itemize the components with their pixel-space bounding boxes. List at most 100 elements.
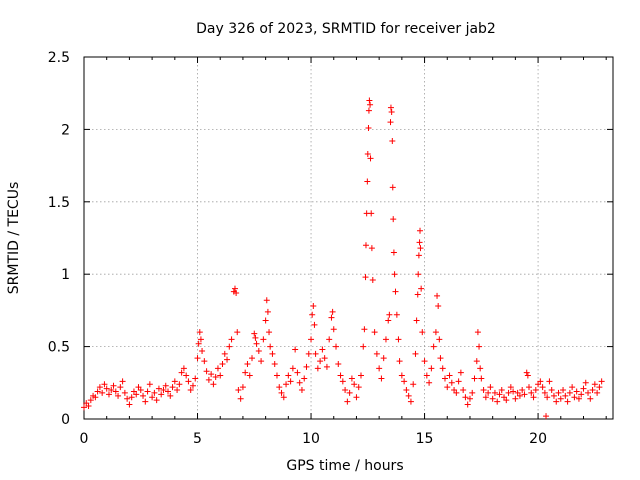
data-point	[87, 397, 94, 404]
data-point	[348, 375, 355, 382]
data-point	[507, 384, 514, 391]
data-point	[530, 394, 537, 401]
data-point	[205, 376, 212, 383]
data-point	[532, 387, 539, 394]
data-points	[81, 97, 605, 420]
data-point	[319, 346, 326, 353]
data-point	[376, 365, 383, 372]
data-point	[178, 369, 185, 376]
data-point	[491, 389, 498, 396]
data-point	[407, 398, 414, 405]
data-point	[403, 387, 410, 394]
data-point	[310, 303, 317, 310]
data-point	[435, 303, 442, 310]
data-point	[537, 378, 544, 385]
data-point	[368, 210, 375, 217]
data-point	[385, 317, 392, 324]
data-point	[289, 365, 296, 372]
data-point	[292, 346, 299, 353]
data-point	[569, 384, 576, 391]
data-point	[149, 394, 156, 401]
x-tick-label: 20	[529, 431, 547, 447]
axis-tick-labels: 0 5 10 15 20 0 0.5 1 1.5 2 2.5	[48, 50, 547, 447]
data-point	[296, 379, 303, 386]
data-point	[392, 288, 399, 295]
data-point	[357, 372, 364, 379]
data-point	[591, 381, 598, 388]
data-point	[360, 343, 367, 350]
data-point	[426, 379, 433, 386]
data-point	[344, 398, 351, 405]
data-point	[308, 336, 315, 343]
data-point	[525, 384, 532, 391]
data-point	[285, 372, 292, 379]
data-point	[169, 384, 176, 391]
data-point	[239, 384, 246, 391]
data-point	[328, 314, 335, 321]
data-point	[196, 329, 203, 336]
data-point	[273, 372, 280, 379]
data-point	[183, 372, 190, 379]
data-point	[494, 398, 501, 405]
data-point	[480, 387, 487, 394]
data-point	[208, 371, 215, 378]
data-point	[110, 382, 117, 389]
data-point	[367, 101, 374, 108]
data-point	[309, 311, 316, 318]
data-point	[436, 336, 443, 343]
data-point	[578, 391, 585, 398]
data-point	[176, 381, 183, 388]
data-point	[580, 385, 587, 392]
data-point	[587, 395, 594, 402]
data-point	[194, 355, 201, 362]
data-point	[263, 297, 270, 304]
data-point	[496, 391, 503, 398]
data-point	[242, 369, 249, 376]
data-point	[391, 271, 398, 278]
data-point	[519, 387, 526, 394]
data-point	[416, 239, 423, 246]
data-point	[335, 360, 342, 367]
data-point	[428, 365, 435, 372]
data-point	[455, 378, 462, 385]
data-point	[546, 378, 553, 385]
data-point	[294, 369, 301, 376]
data-point	[235, 387, 242, 394]
data-point	[524, 372, 531, 379]
data-point	[249, 355, 256, 362]
data-point	[96, 384, 103, 391]
data-point	[469, 389, 476, 396]
data-point	[446, 372, 453, 379]
data-point	[278, 389, 285, 396]
data-point	[430, 343, 437, 350]
data-point	[596, 384, 603, 391]
data-point	[287, 378, 294, 385]
data-point	[415, 252, 422, 259]
data-point	[244, 360, 251, 367]
data-point	[388, 109, 395, 116]
data-point	[457, 369, 464, 376]
data-point	[389, 184, 396, 191]
data-point	[386, 311, 393, 318]
data-point	[560, 387, 567, 394]
data-point	[464, 401, 471, 408]
data-point	[103, 385, 110, 392]
x-tick-label: 10	[302, 431, 320, 447]
data-point	[598, 378, 605, 385]
data-point	[305, 350, 312, 357]
data-point	[221, 350, 228, 357]
data-point	[137, 387, 144, 394]
data-point	[280, 394, 287, 401]
data-point	[133, 391, 140, 398]
data-point	[539, 384, 546, 391]
data-point	[346, 389, 353, 396]
data-point	[92, 394, 99, 401]
data-point	[217, 372, 224, 379]
x-tick-label: 5	[193, 431, 202, 447]
data-point	[174, 387, 181, 394]
data-point	[153, 397, 160, 404]
data-point	[276, 384, 283, 391]
data-point	[594, 389, 601, 396]
data-point	[187, 387, 194, 394]
